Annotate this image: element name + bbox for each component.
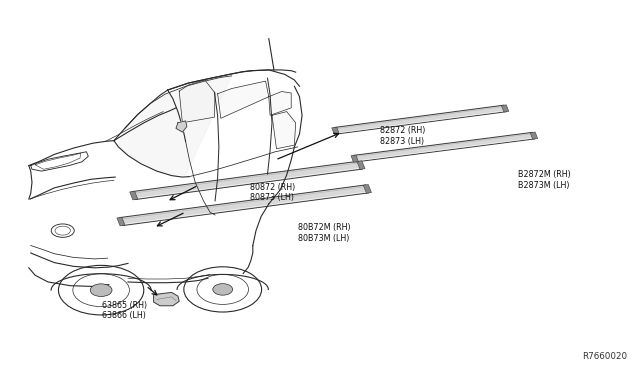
- Text: 63865 (RH)
63866 (LH): 63865 (RH) 63866 (LH): [102, 301, 148, 320]
- Polygon shape: [179, 80, 215, 123]
- Circle shape: [90, 284, 112, 296]
- Polygon shape: [269, 92, 291, 115]
- Polygon shape: [334, 105, 506, 134]
- Polygon shape: [176, 121, 187, 132]
- Polygon shape: [357, 161, 365, 169]
- Text: 82872 (RH)
82873 (LH): 82872 (RH) 82873 (LH): [380, 126, 425, 146]
- Polygon shape: [218, 81, 269, 118]
- Polygon shape: [120, 185, 369, 225]
- Text: 80872 (RH)
80873 (LH): 80872 (RH) 80873 (LH): [250, 183, 295, 202]
- Circle shape: [212, 283, 232, 295]
- Polygon shape: [118, 76, 232, 175]
- Polygon shape: [272, 112, 296, 149]
- Polygon shape: [332, 127, 339, 134]
- Text: 80B72M (RH)
80B73M (LH): 80B72M (RH) 80B73M (LH): [298, 223, 350, 243]
- Text: R7660020: R7660020: [582, 352, 627, 361]
- Polygon shape: [351, 155, 358, 162]
- Polygon shape: [501, 105, 509, 112]
- Text: B2872M (RH)
B2873M (LH): B2872M (RH) B2873M (LH): [518, 170, 571, 190]
- Polygon shape: [117, 217, 125, 226]
- Polygon shape: [132, 161, 362, 199]
- Polygon shape: [154, 292, 179, 306]
- Polygon shape: [130, 191, 138, 200]
- Polygon shape: [530, 132, 538, 139]
- Polygon shape: [364, 185, 371, 193]
- Polygon shape: [353, 132, 535, 162]
